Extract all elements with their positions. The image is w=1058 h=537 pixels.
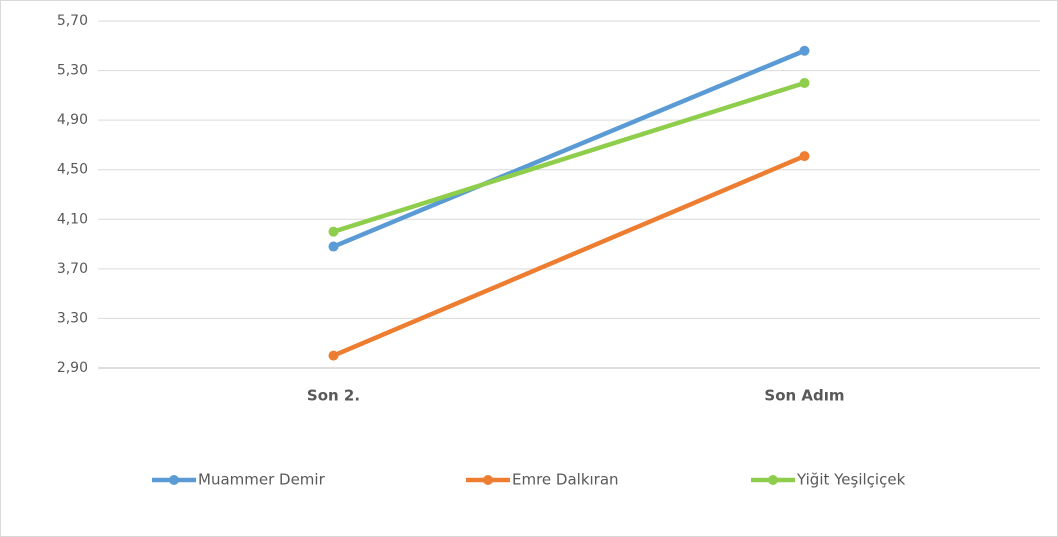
y-tick-label: 3,70 <box>57 261 88 277</box>
series-line <box>331 153 807 358</box>
data-point <box>799 45 810 56</box>
y-tick-label: 5,30 <box>57 63 88 79</box>
series-line <box>331 80 807 234</box>
y-tick-label: 4,50 <box>57 162 88 178</box>
data-point <box>328 350 339 361</box>
y-tick-label: 2,90 <box>57 360 88 376</box>
y-tick-label: 5,70 <box>57 13 88 29</box>
legend-marker <box>169 475 179 485</box>
data-point <box>328 241 339 252</box>
y-tick-label: 3,30 <box>57 310 88 326</box>
series-line <box>331 48 807 249</box>
y-tick-label: 4,90 <box>57 112 88 128</box>
legend-marker <box>483 475 493 485</box>
legend-label: Emre Dalkıran <box>512 471 619 489</box>
data-point <box>799 151 810 162</box>
legend-label: Yiğit Yeşilçiçek <box>796 471 906 489</box>
data-point <box>328 226 339 237</box>
y-tick-label: 4,10 <box>57 211 88 227</box>
x-tick-label: Son 2. <box>307 387 360 405</box>
data-point <box>799 77 810 88</box>
legend-marker <box>768 475 778 485</box>
x-tick-label: Son Adım <box>764 387 844 405</box>
legend-label: Muammer Demir <box>198 471 326 489</box>
